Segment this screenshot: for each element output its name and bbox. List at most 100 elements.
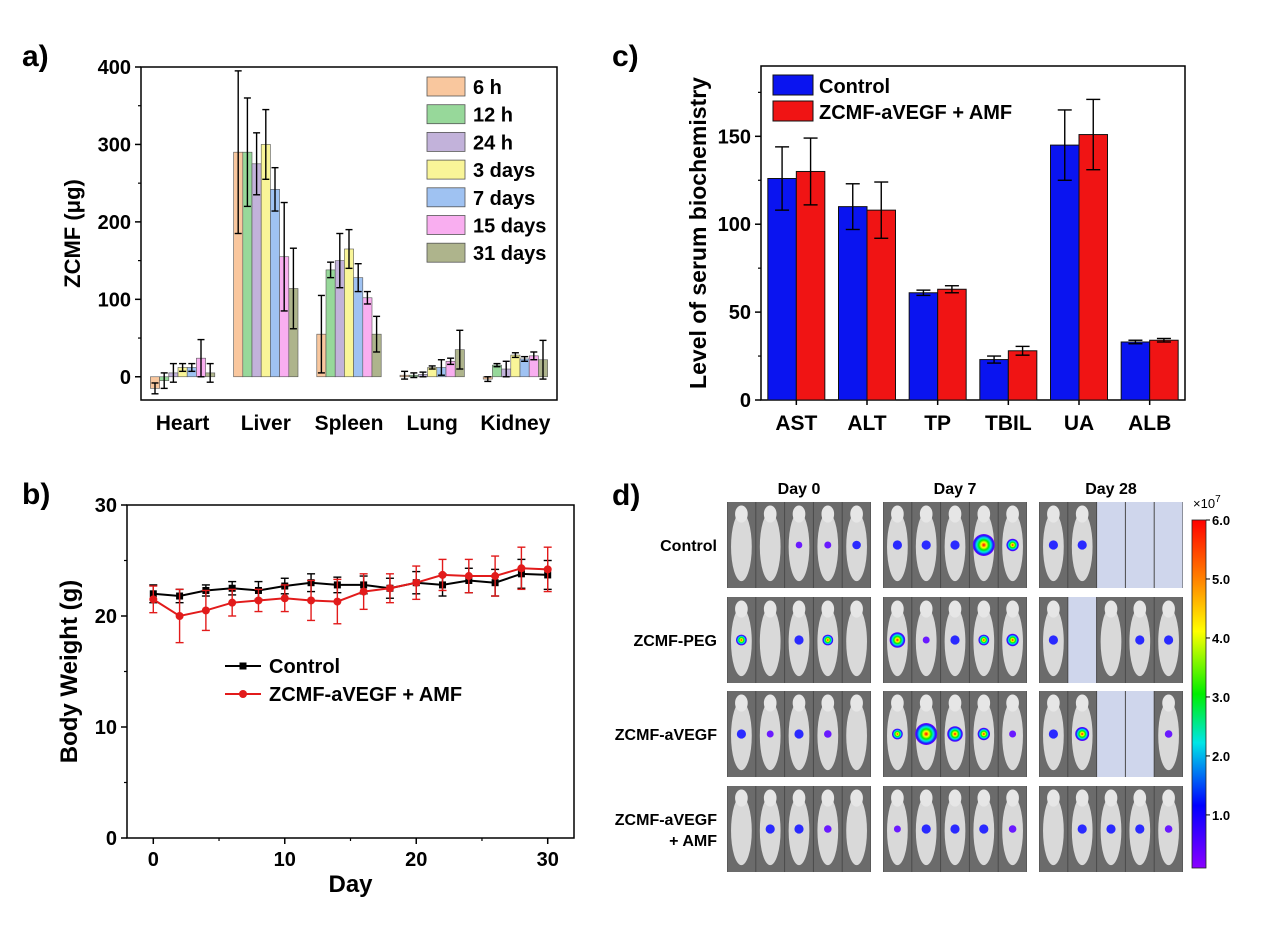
y-tick-label: 100 [718,214,751,236]
y-axis-label: Level of serum biochemistry [685,77,711,389]
y-tick-label: 0 [120,367,131,389]
mouse-body [759,607,781,677]
mouse-head [948,505,962,523]
bar [510,354,521,378]
signal-spot [892,728,903,740]
data-point [412,578,421,587]
chart-c-serum-biochemistry: 0 50 100 150 Level of serum biochemistry AST A… [685,65,1186,435]
mouse-head [1075,694,1089,712]
data-point [517,564,526,573]
mouse-head [1006,505,1019,523]
image-cell [883,691,1027,777]
y-tick-label: 0 [740,390,751,412]
row-label: ZCMF-aVEGF [615,727,717,744]
signal-spot [1048,729,1058,739]
colorbar-tick-label: 5.0 [1212,572,1230,587]
signal-spot [977,727,990,741]
signal-spot [794,729,804,739]
bar [866,209,896,401]
row-label: + AMF [669,833,717,850]
x-tick-label: Liver [241,412,291,435]
bar [362,297,373,378]
signal-spot [950,635,960,645]
x-tick-label: 0 [148,849,159,871]
data-point [228,598,237,607]
y-tick-label: 300 [98,134,131,156]
signal-spot [1135,635,1145,645]
mouse-head [948,694,962,712]
image-cell [1039,502,1183,588]
signal-spot [794,635,804,645]
signal-spot [1048,540,1058,550]
x-tick-label: Kidney [480,412,550,435]
mouse-head [919,694,933,712]
bar [1120,341,1151,401]
mouse-body [1043,796,1064,866]
plot-frame [140,66,558,401]
mouse-head [1162,694,1175,712]
bar [908,292,939,401]
image-cell [883,597,1027,683]
mouse-head [1104,789,1118,807]
mouse-head [919,789,933,807]
legend-swatch [426,215,466,235]
mouse-head [763,789,777,807]
image-cell [727,597,871,683]
signal-spot [794,824,804,834]
signal-spot [947,726,963,742]
mouse-head [977,505,991,523]
signal-spot [1077,824,1087,834]
signal-spot [736,634,747,646]
signal-spot [766,730,774,738]
series-line [152,567,548,618]
mouse-head [919,505,933,523]
panel-label-c: c) [612,40,639,73]
mouse-head [763,600,777,618]
x-tick-label: 20 [405,849,427,871]
bar [1007,350,1038,401]
empty-slot [1125,691,1154,777]
signal-spot [889,632,906,648]
legend-label: ZCMF-aVEGF + AMF [819,102,1012,124]
legend-swatch [426,76,466,97]
mouse-head [735,600,748,618]
colorbar [1191,519,1207,869]
data-point [228,584,236,592]
signal-spot [979,824,989,834]
signal-spot [950,824,960,834]
legend-swatch [772,74,814,96]
data-point [201,606,210,615]
y-tick-label: 200 [98,212,131,234]
signal-spot [1006,538,1019,552]
mouse-head [1006,600,1019,618]
signal-spot [921,540,931,550]
mouse-head [948,600,962,618]
legend-label: ZCMF-aVEGF + AMF [269,684,462,706]
mouse-head [1075,789,1089,807]
bar [353,277,364,378]
bar [270,189,280,378]
bar [979,359,1009,401]
x-tick-label: Heart [156,412,210,435]
colorbar-exponent: ×107 [1193,494,1221,511]
mouse-head [1133,789,1147,807]
mouse-head [735,694,748,712]
signal-spot [978,634,990,646]
mouse-body [1100,607,1122,677]
signal-spot [921,824,931,834]
mouse-head [850,505,863,523]
series-zcmf-avegf-amf [149,546,552,644]
bar [325,269,336,378]
mouse-head [850,694,863,712]
mouse-head [821,789,835,807]
x-tick-label: TBIL [985,412,1032,435]
mouse-body [731,512,752,582]
signal-spot [824,825,832,833]
legend-swatch [426,187,466,208]
mouse-head [977,789,991,807]
legend-label: 7 days [473,188,535,210]
plot-frame [126,504,575,839]
empty-slot [1068,597,1097,683]
mouse-head [1006,694,1019,712]
legend-label: 31 days [473,243,546,265]
